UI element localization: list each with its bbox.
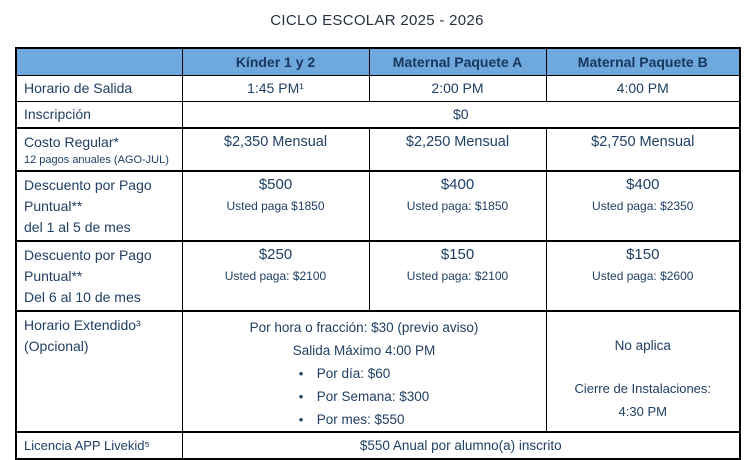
cell-horario-kinder: 1:45 PM¹ bbox=[181, 74, 370, 102]
cell-horario-extendido-main: Por hora o fracción: $30 (previo aviso) … bbox=[181, 309, 547, 432]
discount-amount: $150 bbox=[626, 245, 660, 263]
bullet-icon: • bbox=[298, 388, 304, 404]
row-descuento-6-10: Descuento por Pago Puntual** Del 6 al 10… bbox=[15, 239, 741, 311]
column-header-maternal-a: Maternal Paquete A bbox=[368, 47, 547, 76]
row-label-inscripcion: Inscripción bbox=[15, 100, 183, 128]
descuento-6-10-label: Descuento por Pago Puntual** bbox=[24, 246, 152, 284]
row-inscripcion: Inscripción $0 bbox=[15, 100, 741, 128]
extended-option-label: Por día: $60 bbox=[316, 365, 391, 381]
discount-amount: $500 bbox=[258, 175, 293, 193]
pay-note: Usted paga $1850 bbox=[226, 198, 325, 213]
row-label-horario-salida: Horario de Salida bbox=[15, 74, 183, 102]
cell-descuento-6-10-maternal-a: $150 Usted paga: $2100 bbox=[368, 239, 547, 311]
cell-costo-kinder: $2,350 Mensual bbox=[181, 126, 370, 171]
cell-descuento-1-5-kinder: $500 Usted paga $1850 bbox=[181, 169, 370, 241]
discount-amount: $400 bbox=[440, 175, 475, 193]
row-horario-salida: Horario de Salida 1:45 PM¹ 2:00 PM 4:00 … bbox=[15, 74, 741, 102]
cell-costo-maternal-a: $2,250 Mensual bbox=[368, 126, 547, 171]
descuento-1-5-label: Descuento por Pago Puntual** bbox=[24, 176, 152, 214]
extended-option-item: • Por mes: $550 bbox=[299, 408, 430, 431]
row-label-licencia-app: Licencia APP Livekid⁵ bbox=[15, 430, 183, 459]
column-header-kinder: Kínder 1 y 2 bbox=[181, 47, 370, 76]
row-label-costo-regular: Costo Regular* 12 pagos anuales (AGO-JUL… bbox=[15, 126, 183, 171]
extended-max-exit: Salida Máximo 4:00 PM bbox=[292, 342, 436, 358]
extended-option-item: • Por Semana: $300 bbox=[299, 385, 430, 408]
row-licencia-app: Licencia APP Livekid⁵ $550 Anual por alu… bbox=[15, 430, 741, 459]
extended-option-label: Por mes: $550 bbox=[316, 411, 405, 427]
cell-horario-maternal-a: 2:00 PM bbox=[368, 74, 547, 102]
page: CICLO ESCOLAR 2025 - 2026 Kínder 1 y 2 M… bbox=[15, 12, 741, 460]
cell-horario-extendido-maternal-b: No aplica Cierre de Instalaciones: 4:30 … bbox=[545, 309, 741, 432]
pricing-table: Kínder 1 y 2 Maternal Paquete A Maternal… bbox=[15, 47, 741, 460]
cell-costo-maternal-b: $2,750 Mensual bbox=[545, 126, 741, 171]
pay-note: Usted paga: $2100 bbox=[224, 268, 327, 283]
cierre-line1: Cierre de Instalaciones: bbox=[574, 380, 712, 396]
cierre-line2: 4:30 PM bbox=[618, 403, 667, 419]
costo-regular-sublabel: 12 pagos anuales (AGO-JUL) bbox=[24, 153, 169, 166]
column-header-blank bbox=[15, 47, 183, 76]
page-title: CICLO ESCOLAR 2025 - 2026 bbox=[270, 12, 484, 29]
row-horario-extendido: Horario Extendido³ (Opcional) Por hora o… bbox=[15, 309, 741, 432]
cell-descuento-1-5-maternal-a: $400 Usted paga: $1850 bbox=[368, 169, 547, 241]
row-costo-regular: Costo Regular* 12 pagos anuales (AGO-JUL… bbox=[15, 126, 741, 171]
descuento-1-5-period: del 1 al 5 de mes bbox=[24, 218, 131, 235]
extended-hour-rate: Por hora o fracción: $30 (previo aviso) bbox=[249, 319, 479, 335]
bullet-icon: • bbox=[298, 411, 304, 427]
row-label-descuento-6-10: Descuento por Pago Puntual** Del 6 al 10… bbox=[15, 239, 183, 311]
cell-descuento-1-5-maternal-b: $400 Usted paga: $2350 bbox=[545, 169, 741, 241]
row-label-descuento-1-5: Descuento por Pago Puntual** del 1 al 5 … bbox=[15, 169, 183, 241]
extended-option-label: Por Semana: $300 bbox=[316, 388, 430, 404]
column-header-maternal-b: Maternal Paquete B bbox=[545, 47, 741, 76]
pay-note: Usted paga: $1850 bbox=[406, 198, 509, 213]
row-label-horario-extendido: Horario Extendido³ (Opcional) bbox=[15, 309, 183, 432]
pay-note: Usted paga: $2350 bbox=[592, 198, 694, 213]
extended-option-item: • Por día: $60 bbox=[299, 362, 430, 385]
horario-extendido-label: Horario Extendido³ bbox=[24, 316, 141, 333]
table-header-row: Kínder 1 y 2 Maternal Paquete A Maternal… bbox=[15, 47, 741, 76]
bullet-icon: • bbox=[298, 365, 304, 381]
discount-amount: $400 bbox=[626, 175, 660, 193]
costo-regular-label: Costo Regular* bbox=[24, 133, 119, 150]
descuento-6-10-period: Del 6 al 10 de mes bbox=[24, 288, 141, 305]
cell-descuento-6-10-maternal-b: $150 Usted paga: $2600 bbox=[545, 239, 741, 311]
pay-note: Usted paga: $2600 bbox=[592, 268, 694, 283]
pay-note: Usted paga: $2100 bbox=[406, 268, 509, 283]
cell-horario-maternal-b: 4:00 PM bbox=[545, 74, 741, 102]
cell-licencia-value: $550 Anual por alumno(a) inscrito bbox=[181, 430, 741, 459]
discount-amount: $150 bbox=[440, 245, 475, 263]
cierre-instalaciones-text: Cierre de Instalaciones: 4:30 PM bbox=[547, 377, 739, 423]
no-aplica-text: No aplica bbox=[614, 337, 671, 353]
cell-descuento-6-10-kinder: $250 Usted paga: $2100 bbox=[181, 239, 370, 311]
cell-inscripcion-value: $0 bbox=[181, 100, 741, 128]
horario-extendido-optional: (Opcional) bbox=[24, 337, 89, 354]
extended-options-list: • Por día: $60 • Por Semana: $300 • Por mes… bbox=[299, 362, 430, 431]
discount-amount: $250 bbox=[258, 245, 293, 263]
row-descuento-1-5: Descuento por Pago Puntual** del 1 al 5 … bbox=[15, 169, 741, 241]
